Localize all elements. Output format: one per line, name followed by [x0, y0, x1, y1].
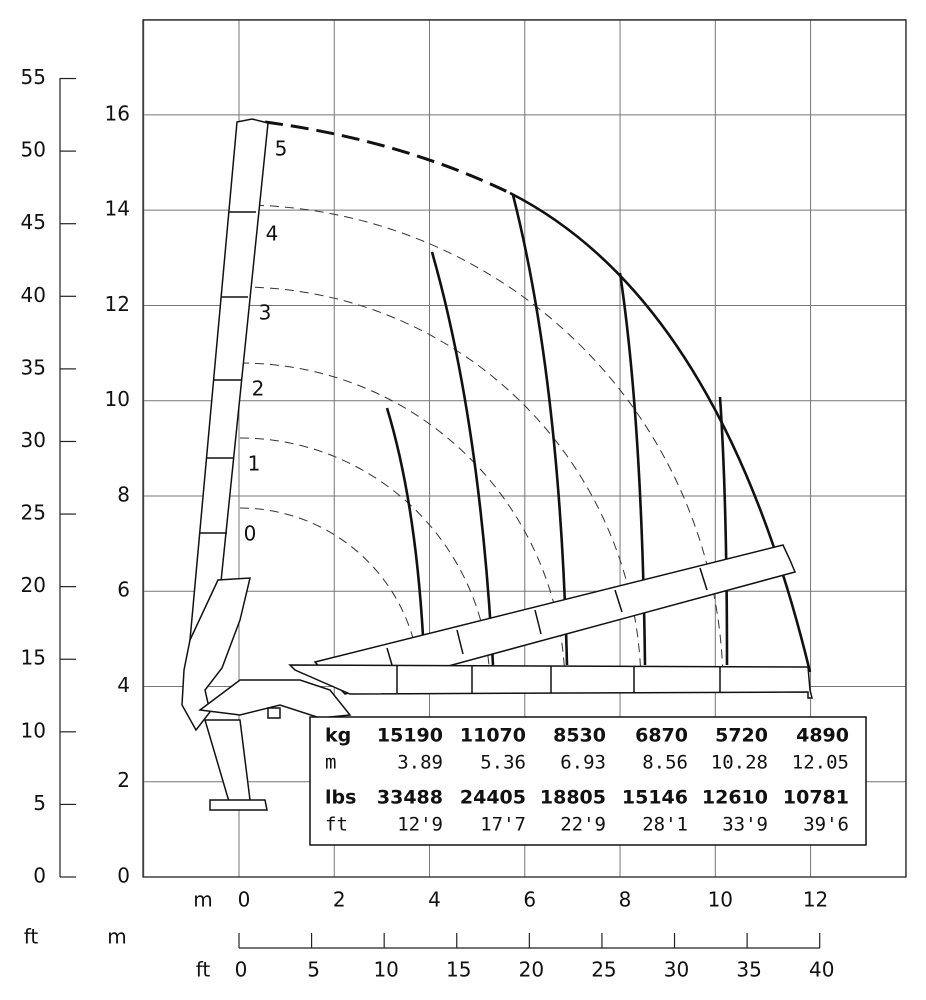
table-unit: m — [325, 752, 336, 774]
base — [203, 719, 251, 806]
table-cell: 5720 — [715, 725, 768, 747]
bottom-ft-tick-label: 15 — [446, 958, 471, 982]
table-cell: 12.05 — [792, 752, 849, 774]
boom-sections — [199, 211, 256, 534]
bottom-m-tick-label: 4 — [428, 888, 441, 912]
load-table-content: kg 15190 11070 8530 6870 5720 4890 m 3.89 5.36 6.9… — [325, 725, 849, 836]
arm — [198, 679, 352, 719]
load-table — [309, 716, 867, 846]
table-cell: 33488 — [377, 787, 443, 809]
bottom-ft-tick-label: 35 — [736, 958, 761, 982]
max-reach-dashed — [264, 120, 511, 195]
table-cell: 8530 — [553, 725, 606, 747]
boom-sections — [396, 666, 721, 693]
bottom-m-tick-label: 2 — [333, 888, 346, 912]
ft-tick-label: 0 — [33, 864, 46, 888]
ft-tick-label: 20 — [21, 573, 46, 597]
crane — [181, 118, 813, 811]
table-cell: 5.36 — [480, 752, 526, 774]
ft-tick-label: 35 — [21, 355, 46, 379]
bottom-m-tick-label: 10 — [708, 888, 733, 912]
reach-arc — [239, 286, 642, 689]
table-cell: 24405 — [460, 787, 526, 809]
boom-position-label: 0 — [244, 522, 257, 546]
bottom-ft-tick-label: 10 — [373, 958, 398, 982]
table-cell: 22'9 — [560, 814, 606, 836]
bottom-ft-tick-label: 25 — [591, 958, 616, 982]
bottom-m-tick-label: 8 — [619, 888, 632, 912]
load-line — [718, 396, 729, 666]
table-cell: 3.89 — [397, 752, 443, 774]
plot-frame — [142, 19, 907, 878]
m-tick-label: 0 — [117, 864, 130, 888]
table-cell: 15146 — [622, 787, 688, 809]
table-cell: 12610 — [702, 787, 768, 809]
table-cell: 28'1 — [642, 814, 688, 836]
m-tick-label: 12 — [105, 292, 130, 316]
bottom-m-tick-label: 6 — [523, 888, 536, 912]
ft-tick-label: 50 — [21, 138, 46, 162]
boom-sections — [386, 567, 708, 666]
m-tick-label: 14 — [105, 197, 130, 221]
bottom-m-tick-label: 12 — [803, 888, 828, 912]
ft-tick-label: 30 — [21, 428, 46, 452]
ft-tick-label: 45 — [21, 210, 46, 234]
ft-axis-title: ft — [24, 925, 39, 949]
table-cell: 39'6 — [803, 814, 849, 836]
column — [181, 577, 251, 732]
table-cell: 18805 — [540, 787, 606, 809]
bottom-ft-tick-label: 5 — [307, 958, 320, 982]
bottom-ft-tick-label: 30 — [664, 958, 689, 982]
table-cell: 15190 — [377, 725, 443, 747]
bottom-m-tick-label: 0 — [238, 888, 251, 912]
ft-tick-label: 40 — [21, 283, 46, 307]
load-line — [385, 407, 425, 637]
bottom-ft-tick-label: 0 — [235, 958, 248, 982]
load-line — [430, 251, 495, 666]
m-tick-label: 4 — [117, 673, 130, 697]
foot — [209, 799, 268, 811]
m-axis-title: m — [107, 925, 126, 949]
cylinder — [267, 707, 281, 719]
ft-tick-label: 5 — [33, 791, 46, 815]
bottom-ft-tick-label: 40 — [809, 958, 834, 982]
m-tick-label: 6 — [117, 578, 130, 602]
bottom-m-title: m — [193, 888, 212, 912]
ft-tick-label: 15 — [21, 646, 46, 670]
ft-tick-label: 10 — [21, 718, 46, 742]
table-cell: 11070 — [460, 725, 526, 747]
table-cell: 33'9 — [722, 814, 768, 836]
table-unit: ft — [325, 814, 348, 836]
table-cell: 10.28 — [711, 752, 768, 774]
table-cell: 6.93 — [560, 752, 606, 774]
bottom-ft-tick-label: 20 — [519, 958, 544, 982]
table-cell: 6870 — [635, 725, 688, 747]
table-unit: kg — [325, 725, 351, 747]
load-line — [511, 194, 569, 666]
boom-position-label: 4 — [266, 222, 279, 246]
ft-tick-label: 25 — [21, 501, 46, 525]
m-tick-label: 10 — [105, 387, 130, 411]
boom-position-label: 2 — [252, 377, 265, 401]
m-tick-label: 16 — [105, 101, 130, 125]
table-cell: 17'7 — [480, 814, 526, 836]
boom-position-label: 1 — [248, 452, 261, 476]
reach-arc — [239, 204, 724, 689]
load-lines — [385, 194, 729, 666]
ft-tick-label: 55 — [21, 65, 46, 89]
boom-position-label: 5 — [275, 137, 288, 161]
boom-position-label: 3 — [259, 301, 272, 325]
table-unit: lbs — [325, 787, 356, 809]
m-tick-label: 8 — [117, 482, 130, 506]
table-cell: 8.56 — [642, 752, 688, 774]
table-cell: 10781 — [783, 787, 849, 809]
table-cell: 4890 — [796, 725, 849, 747]
m-tick-label: 2 — [117, 768, 130, 792]
bottom-ft-title: ft — [196, 958, 211, 982]
table-cell: 12'9 — [397, 814, 443, 836]
